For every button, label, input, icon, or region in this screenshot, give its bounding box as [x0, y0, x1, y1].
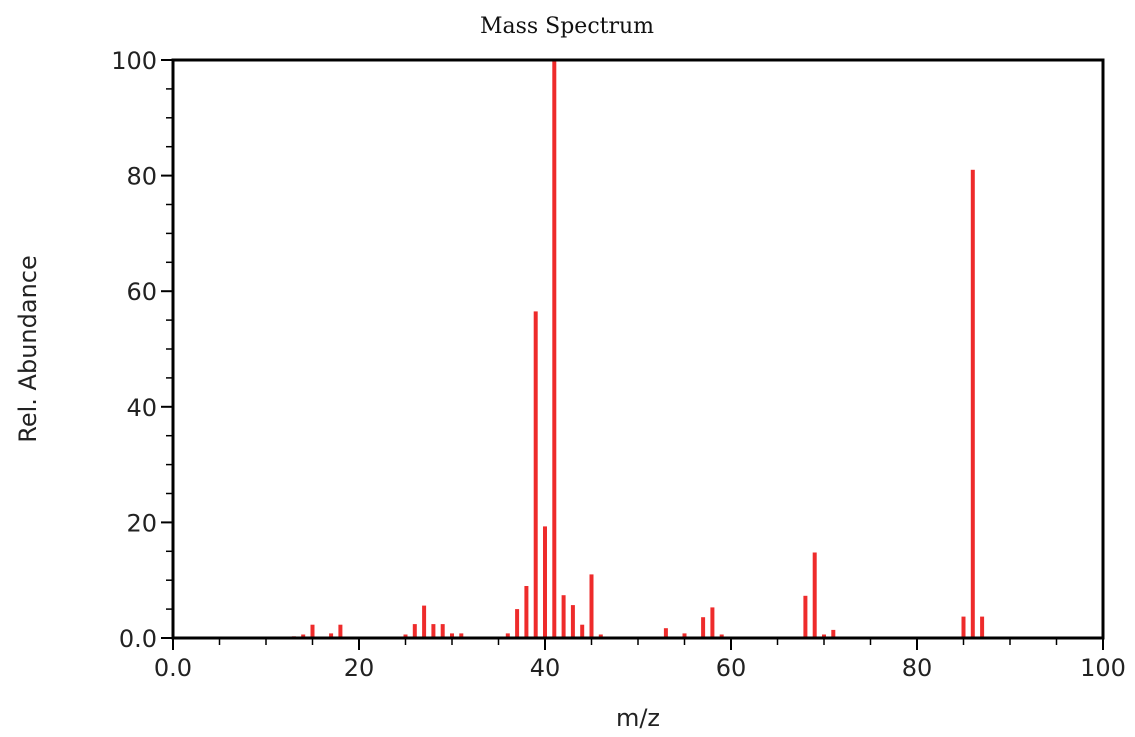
- bar-mz-38: [524, 586, 529, 638]
- bar-mz-36: [505, 633, 510, 638]
- y-tick-label: 60: [126, 278, 157, 306]
- bar-mz-87: [980, 616, 985, 638]
- y-axis-label: Rel. Abundance: [14, 255, 42, 442]
- x-tick-label: 0.0: [154, 654, 192, 682]
- bar-mz-68: [803, 595, 808, 638]
- bar-mz-85: [961, 616, 966, 638]
- bar-mz-31: [459, 633, 464, 638]
- y-axis-ticks: 0.0 20 40 60 80 100: [111, 47, 173, 653]
- bar-mz-26: [412, 624, 417, 638]
- bar-mz-42: [561, 595, 566, 638]
- bar-mz-37: [515, 609, 520, 638]
- bar-mz-71: [831, 629, 836, 638]
- bar-mz-53: [663, 628, 668, 638]
- x-axis-ticks: 0.0 20 40 60 80 100: [154, 638, 1126, 682]
- bar-mz-70: [822, 634, 826, 638]
- bar-mz-27: [422, 605, 427, 638]
- y-tick-label: 20: [126, 509, 157, 537]
- y-tick-label: 0.0: [119, 625, 157, 653]
- x-axis-label: m/z: [616, 704, 660, 732]
- y-tick-label: 100: [111, 47, 157, 75]
- bar-mz-40: [543, 526, 547, 638]
- x-tick-label: 60: [716, 654, 747, 682]
- bar-mz-59: [719, 634, 724, 638]
- bar-mz-46: [598, 634, 603, 638]
- x-tick-label: 100: [1080, 654, 1126, 682]
- plot-frame: [171, 58, 1105, 640]
- x-tick-label: 80: [902, 654, 933, 682]
- bar-mz-30: [450, 633, 454, 638]
- bar-mz-41: [552, 60, 557, 638]
- bar-mz-55: [682, 633, 687, 638]
- bar-mz-15: [310, 624, 315, 638]
- x-tick-label: 20: [344, 654, 375, 682]
- bar-mz-57: [701, 617, 706, 638]
- bar-mz-45: [589, 574, 594, 638]
- bar-mz-69: [812, 552, 817, 638]
- bar-mz-28: [431, 624, 436, 638]
- y-tick-label: 40: [126, 394, 157, 422]
- y-tick-label: 80: [126, 163, 157, 191]
- bar-mz-17: [329, 633, 334, 638]
- bar-mz-29: [440, 624, 445, 638]
- bar-mz-25: [403, 634, 408, 638]
- bar-mz-18: [338, 624, 343, 638]
- bars-group: [291, 60, 985, 639]
- bar-mz-14: [301, 634, 306, 638]
- bar-mz-39: [533, 311, 538, 638]
- x-tick-label: 40: [530, 654, 561, 682]
- bar-mz-43: [570, 605, 575, 638]
- chart-title: Mass Spectrum: [480, 14, 654, 39]
- bar-mz-44: [580, 624, 585, 638]
- bar-mz-58: [710, 607, 715, 638]
- bar-mz-86: [970, 169, 975, 639]
